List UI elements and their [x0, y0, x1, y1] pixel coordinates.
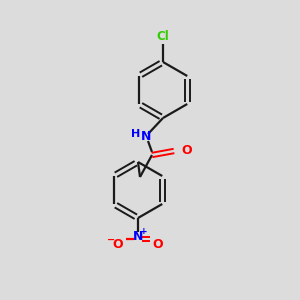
Text: −: − — [107, 235, 115, 245]
Text: N: N — [133, 230, 143, 242]
Text: O: O — [153, 238, 163, 250]
Text: N: N — [141, 130, 151, 143]
Text: O: O — [113, 238, 123, 250]
Text: H: H — [131, 129, 141, 139]
Text: +: + — [140, 226, 148, 236]
Text: O: O — [181, 145, 192, 158]
Text: Cl: Cl — [157, 30, 169, 43]
